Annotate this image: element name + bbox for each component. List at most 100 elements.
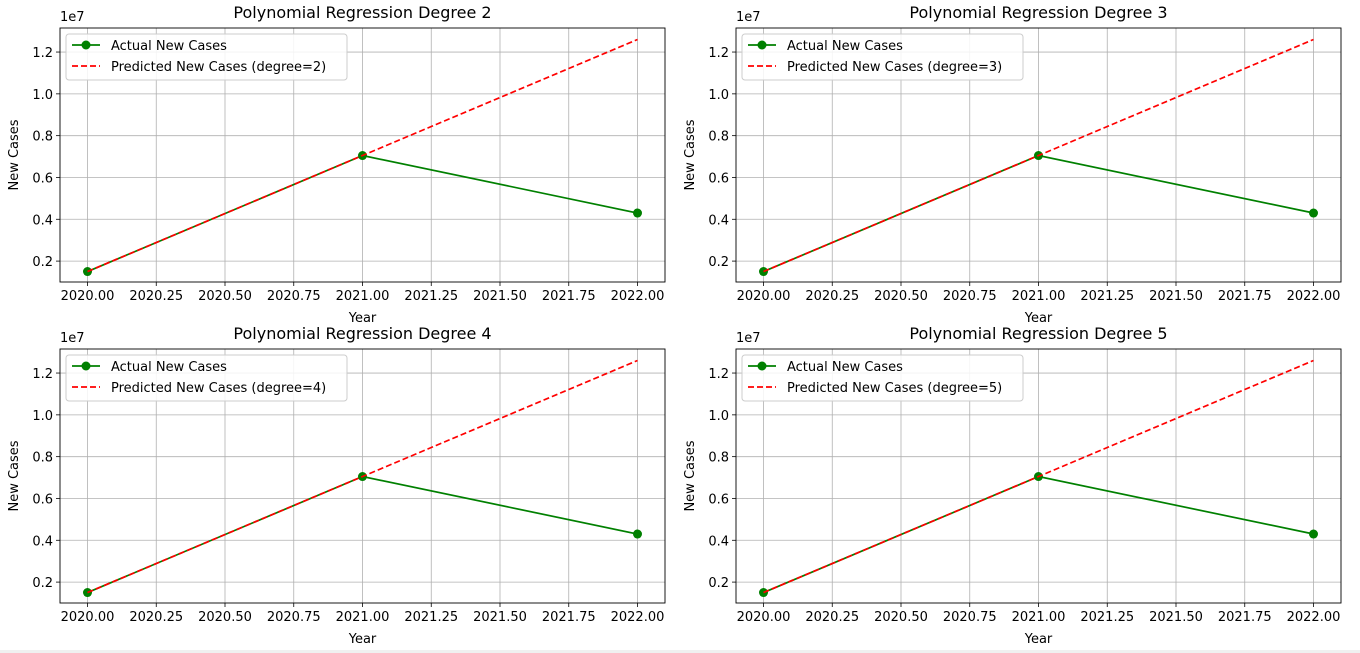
y-tick-label: 1.2 (708, 367, 729, 382)
y-offset-label: 1e7 (736, 10, 761, 25)
x-tick-label: 2020.50 (198, 610, 252, 625)
y-tick-label: 0.4 (32, 534, 53, 549)
x-tick-label: 2021.75 (1218, 289, 1272, 304)
y-offset-label: 1e7 (60, 10, 85, 25)
predicted-series-line (87, 38, 638, 273)
y-tick-label: 1.2 (32, 367, 53, 382)
subplot-1: 2020.00 2020.25 2020.50 2020.75 2021.00 2021.… (7, 3, 666, 326)
y-tick-label: 1.0 (708, 409, 729, 424)
y-tick-label: 0.4 (708, 534, 729, 549)
x-tick-label: 2021.25 (1080, 289, 1134, 304)
actual-data-point (1309, 529, 1318, 539)
subplot-4: 2020.00 2020.25 2020.50 2020.75 2021.00 2021.… (683, 324, 1342, 647)
x-tick-label: 2020.25 (129, 289, 183, 304)
x-tick-label: 2020.50 (198, 289, 252, 304)
subplot-title: Polynomial Regression Degree 4 (233, 324, 491, 343)
subplot-3: 2020.00 2020.25 2020.50 2020.75 2021.00 2021.… (7, 324, 666, 647)
y-tick-label: 0.4 (708, 213, 729, 228)
x-tick-label: 2021.50 (473, 289, 527, 304)
legend: Actual New Cases Predicted New Cases (deg… (741, 33, 1024, 81)
y-tick-label: 0.2 (708, 255, 729, 270)
legend-box (65, 33, 348, 81)
axes-frame (59, 27, 666, 283)
subplot-title: Polynomial Regression Degree 5 (909, 324, 1167, 343)
y-tick-label: 0.6 (708, 171, 729, 186)
y-tick-label: 0.6 (32, 171, 53, 186)
y-tick-label: 1.2 (708, 46, 729, 61)
x-tick-label: 2020.00 (61, 289, 115, 304)
legend-box (741, 354, 1024, 402)
actual-data-point (1309, 208, 1318, 218)
legend-box (741, 33, 1024, 81)
legend-actual-marker (757, 361, 767, 371)
x-tick-label: 2022.00 (1287, 289, 1341, 304)
x-tick-label: 2021.75 (1218, 610, 1272, 625)
x-tick-label: 2020.50 (874, 289, 928, 304)
y-tick-label: 0.8 (32, 130, 53, 145)
legend-actual-label: Actual New Cases (787, 360, 903, 375)
axes-frame (735, 348, 1342, 604)
x-tick-label: 2020.25 (805, 289, 859, 304)
x-tick-label: 2021.00 (336, 289, 390, 304)
axes-frame (735, 27, 1342, 283)
actual-data-point (633, 529, 642, 539)
x-tick-label: 2020.75 (943, 610, 997, 625)
y-tick-label: 1.0 (708, 88, 729, 103)
y-tick-label: 0.2 (708, 576, 729, 591)
y-tick-label: 0.2 (32, 255, 53, 270)
x-axis-label: Year (1024, 632, 1053, 647)
legend-predicted-label: Predicted New Cases (degree=3) (787, 60, 1002, 75)
x-tick-label: 2021.00 (1012, 289, 1066, 304)
y-tick-label: 0.8 (708, 130, 729, 145)
legend-actual-marker (81, 40, 91, 50)
x-tick-label: 2020.00 (737, 289, 791, 304)
y-axis-label: New Cases (683, 119, 698, 190)
y-tick-label: 0.8 (708, 451, 729, 466)
x-axis-label: Year (1024, 311, 1053, 326)
x-tick-label: 2020.25 (805, 610, 859, 625)
x-tick-label: 2020.00 (61, 610, 115, 625)
actual-data-point (633, 208, 642, 218)
legend-actual-label: Actual New Cases (787, 39, 903, 54)
x-tick-label: 2020.75 (267, 289, 321, 304)
x-tick-label: 2020.00 (737, 610, 791, 625)
x-tick-label: 2020.75 (943, 289, 997, 304)
x-tick-label: 2020.25 (129, 610, 183, 625)
y-tick-label: 0.8 (32, 451, 53, 466)
y-tick-label: 0.4 (32, 213, 53, 228)
x-tick-label: 2022.00 (611, 610, 665, 625)
y-tick-label: 0.2 (32, 576, 53, 591)
bottom-strip (0, 650, 1360, 653)
y-tick-label: 1.0 (32, 409, 53, 424)
x-tick-label: 2022.00 (611, 289, 665, 304)
legend: Actual New Cases Predicted New Cases (deg… (65, 33, 348, 81)
legend: Actual New Cases Predicted New Cases (deg… (741, 354, 1024, 402)
y-offset-label: 1e7 (60, 331, 85, 346)
subplot-2: 2020.00 2020.25 2020.50 2020.75 2021.00 2021.… (683, 3, 1342, 326)
x-tick-label: 2020.50 (874, 610, 928, 625)
legend-actual-label: Actual New Cases (111, 360, 227, 375)
predicted-series-line (87, 359, 638, 594)
legend-box (65, 354, 348, 402)
legend-actual-label: Actual New Cases (111, 39, 227, 54)
y-axis-label: New Cases (683, 440, 698, 511)
legend-predicted-label: Predicted New Cases (degree=5) (787, 381, 1002, 396)
x-tick-label: 2021.25 (404, 610, 458, 625)
x-tick-label: 2021.75 (542, 289, 596, 304)
x-tick-label: 2021.50 (473, 610, 527, 625)
y-axis-label: New Cases (7, 119, 22, 190)
y-tick-label: 0.6 (708, 492, 729, 507)
x-tick-label: 2021.25 (1080, 610, 1134, 625)
x-tick-label: 2021.00 (1012, 610, 1066, 625)
x-tick-label: 2021.50 (1149, 289, 1203, 304)
legend-predicted-label: Predicted New Cases (degree=4) (111, 381, 326, 396)
y-offset-label: 1e7 (736, 331, 761, 346)
subplot-title: Polynomial Regression Degree 2 (233, 3, 491, 22)
x-axis-label: Year (348, 311, 377, 326)
x-axis-label: Year (348, 632, 377, 647)
x-tick-label: 2021.00 (336, 610, 390, 625)
y-tick-label: 0.6 (32, 492, 53, 507)
y-tick-label: 1.2 (32, 46, 53, 61)
predicted-series-line (763, 359, 1314, 594)
x-tick-label: 2021.50 (1149, 610, 1203, 625)
